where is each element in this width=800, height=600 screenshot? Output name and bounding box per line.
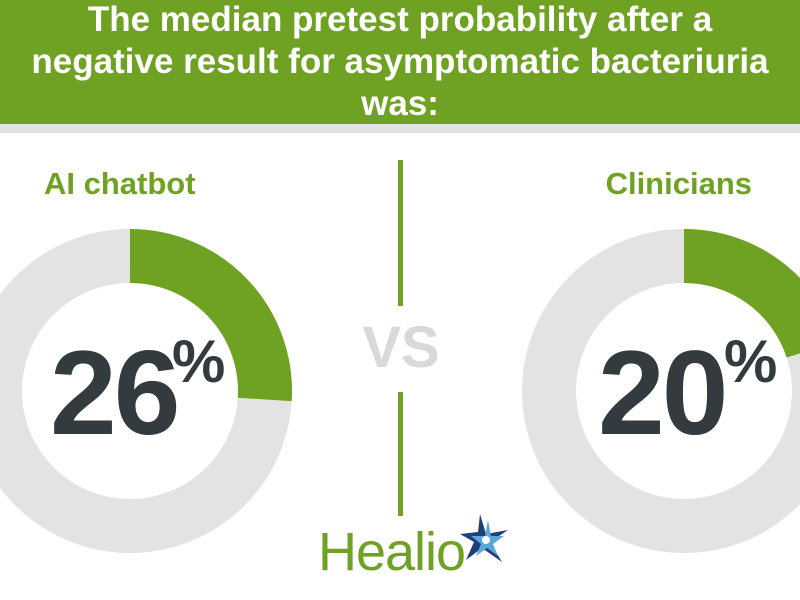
clinicians-label: Clinicians <box>605 166 752 201</box>
clinicians-value-slice <box>683 229 800 359</box>
clinicians-percent-sign: % <box>724 328 778 395</box>
bottom-divider-line <box>398 392 403 516</box>
ai-chatbot-value-slice <box>129 229 292 402</box>
healio-logo-text: Healio <box>318 522 466 582</box>
star-icon <box>460 514 508 562</box>
clinicians-donut-chart <box>522 229 800 553</box>
ai-chatbot-percent-sign: % <box>172 328 226 395</box>
header-divider <box>0 124 800 133</box>
page-title: The median pretest probability after a n… <box>31 0 769 123</box>
ai-chatbot-label: AI chatbot <box>44 166 196 201</box>
header-banner: The median pretest probability after a n… <box>0 0 800 124</box>
vs-text: VS <box>362 315 440 380</box>
healio-logo: Healio <box>318 512 518 582</box>
ai-chatbot-donut-chart <box>0 229 292 553</box>
clinicians-percentage: 20 <box>598 326 728 460</box>
top-divider-line <box>398 160 403 306</box>
ai-chatbot-percentage: 26 <box>50 326 180 460</box>
